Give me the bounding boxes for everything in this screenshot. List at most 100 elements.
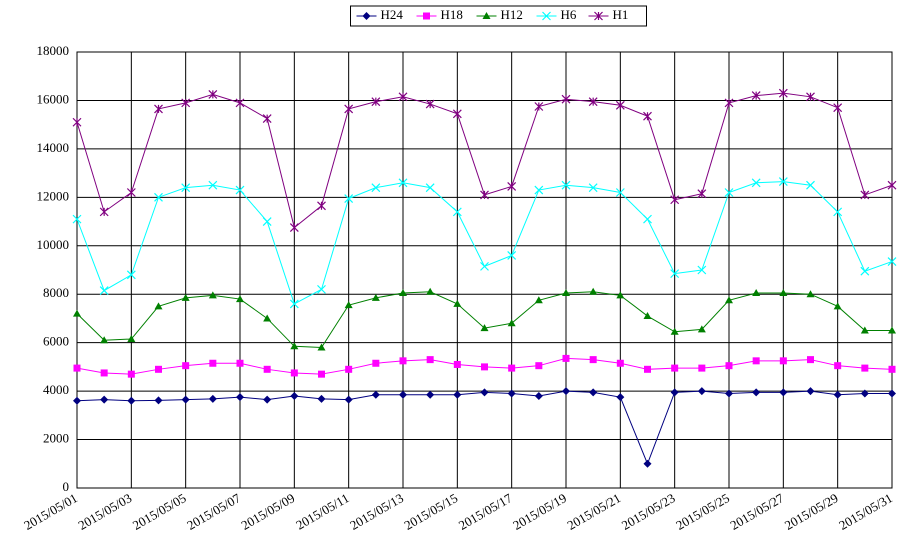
point <box>643 111 652 121</box>
point <box>235 185 245 195</box>
point <box>779 289 788 297</box>
legend-label: H24 <box>381 7 404 22</box>
series-line <box>76 92 893 229</box>
point <box>235 98 245 108</box>
point <box>209 359 217 367</box>
point <box>725 296 733 304</box>
point <box>480 190 489 200</box>
point <box>154 396 163 405</box>
point <box>751 91 761 101</box>
point <box>127 335 136 343</box>
point <box>588 97 598 107</box>
point <box>887 257 897 266</box>
point <box>452 207 462 217</box>
point <box>425 183 435 193</box>
point <box>561 94 571 104</box>
point <box>317 394 326 403</box>
point <box>534 185 544 195</box>
point <box>100 369 108 377</box>
point <box>698 364 706 372</box>
point <box>806 92 815 102</box>
point <box>860 389 869 398</box>
point <box>507 182 517 191</box>
point <box>860 190 870 200</box>
point <box>263 365 271 373</box>
point <box>752 357 760 365</box>
x-tick-label: 2015/05/01 <box>21 490 80 533</box>
point <box>697 265 707 275</box>
point <box>481 363 488 371</box>
point <box>398 92 408 102</box>
y-tick-label: 12000 <box>37 188 70 203</box>
x-tick-label: 2015/05/23 <box>619 490 678 533</box>
point <box>399 357 407 365</box>
point <box>73 309 81 317</box>
point <box>671 364 679 372</box>
point <box>73 396 81 405</box>
point <box>643 312 652 320</box>
point <box>507 319 516 327</box>
point <box>562 387 570 396</box>
point <box>861 364 869 372</box>
point <box>752 388 761 397</box>
point <box>289 299 299 309</box>
x-tick-label: 2015/05/13 <box>347 490 406 533</box>
point <box>72 214 82 224</box>
point <box>262 114 272 124</box>
point <box>425 99 435 109</box>
x-tick-label: 2015/05/05 <box>130 490 189 533</box>
point <box>697 189 707 199</box>
point <box>534 296 543 304</box>
y-tick-label: 10000 <box>37 237 70 252</box>
point <box>423 12 430 20</box>
point <box>317 201 326 211</box>
point <box>99 286 109 296</box>
point <box>670 327 679 335</box>
point <box>615 100 625 110</box>
point <box>99 207 109 217</box>
point <box>752 289 761 297</box>
series-line <box>76 181 893 305</box>
point <box>318 370 325 378</box>
point <box>778 88 788 98</box>
point <box>616 359 624 367</box>
point <box>616 393 625 402</box>
point <box>670 388 679 397</box>
point <box>208 291 217 299</box>
point <box>317 284 326 294</box>
point <box>181 395 190 404</box>
point <box>236 359 244 367</box>
y-tick-label: 6000 <box>43 334 69 349</box>
point <box>399 390 407 399</box>
point <box>426 287 435 295</box>
x-tick-label: 2015/05/19 <box>510 490 569 533</box>
point <box>154 192 163 202</box>
point <box>534 391 543 400</box>
point <box>697 325 706 333</box>
point <box>154 302 163 310</box>
point <box>888 389 896 398</box>
point <box>100 336 109 344</box>
point <box>778 177 788 187</box>
point <box>589 287 598 295</box>
point <box>426 356 434 364</box>
point <box>372 359 380 367</box>
point <box>181 98 191 108</box>
point <box>779 357 787 365</box>
point <box>615 188 625 197</box>
point <box>806 180 815 190</box>
point <box>507 389 516 398</box>
point <box>126 270 136 280</box>
legend-label: H18 <box>441 7 463 22</box>
point <box>100 395 109 404</box>
point <box>806 290 815 298</box>
point <box>345 365 353 373</box>
point <box>725 389 733 398</box>
point <box>833 207 843 217</box>
point <box>126 188 136 197</box>
x-tick-label: 2015/05/29 <box>782 490 841 533</box>
point <box>398 178 408 188</box>
point <box>589 388 598 397</box>
point <box>535 362 543 370</box>
point <box>542 11 551 21</box>
